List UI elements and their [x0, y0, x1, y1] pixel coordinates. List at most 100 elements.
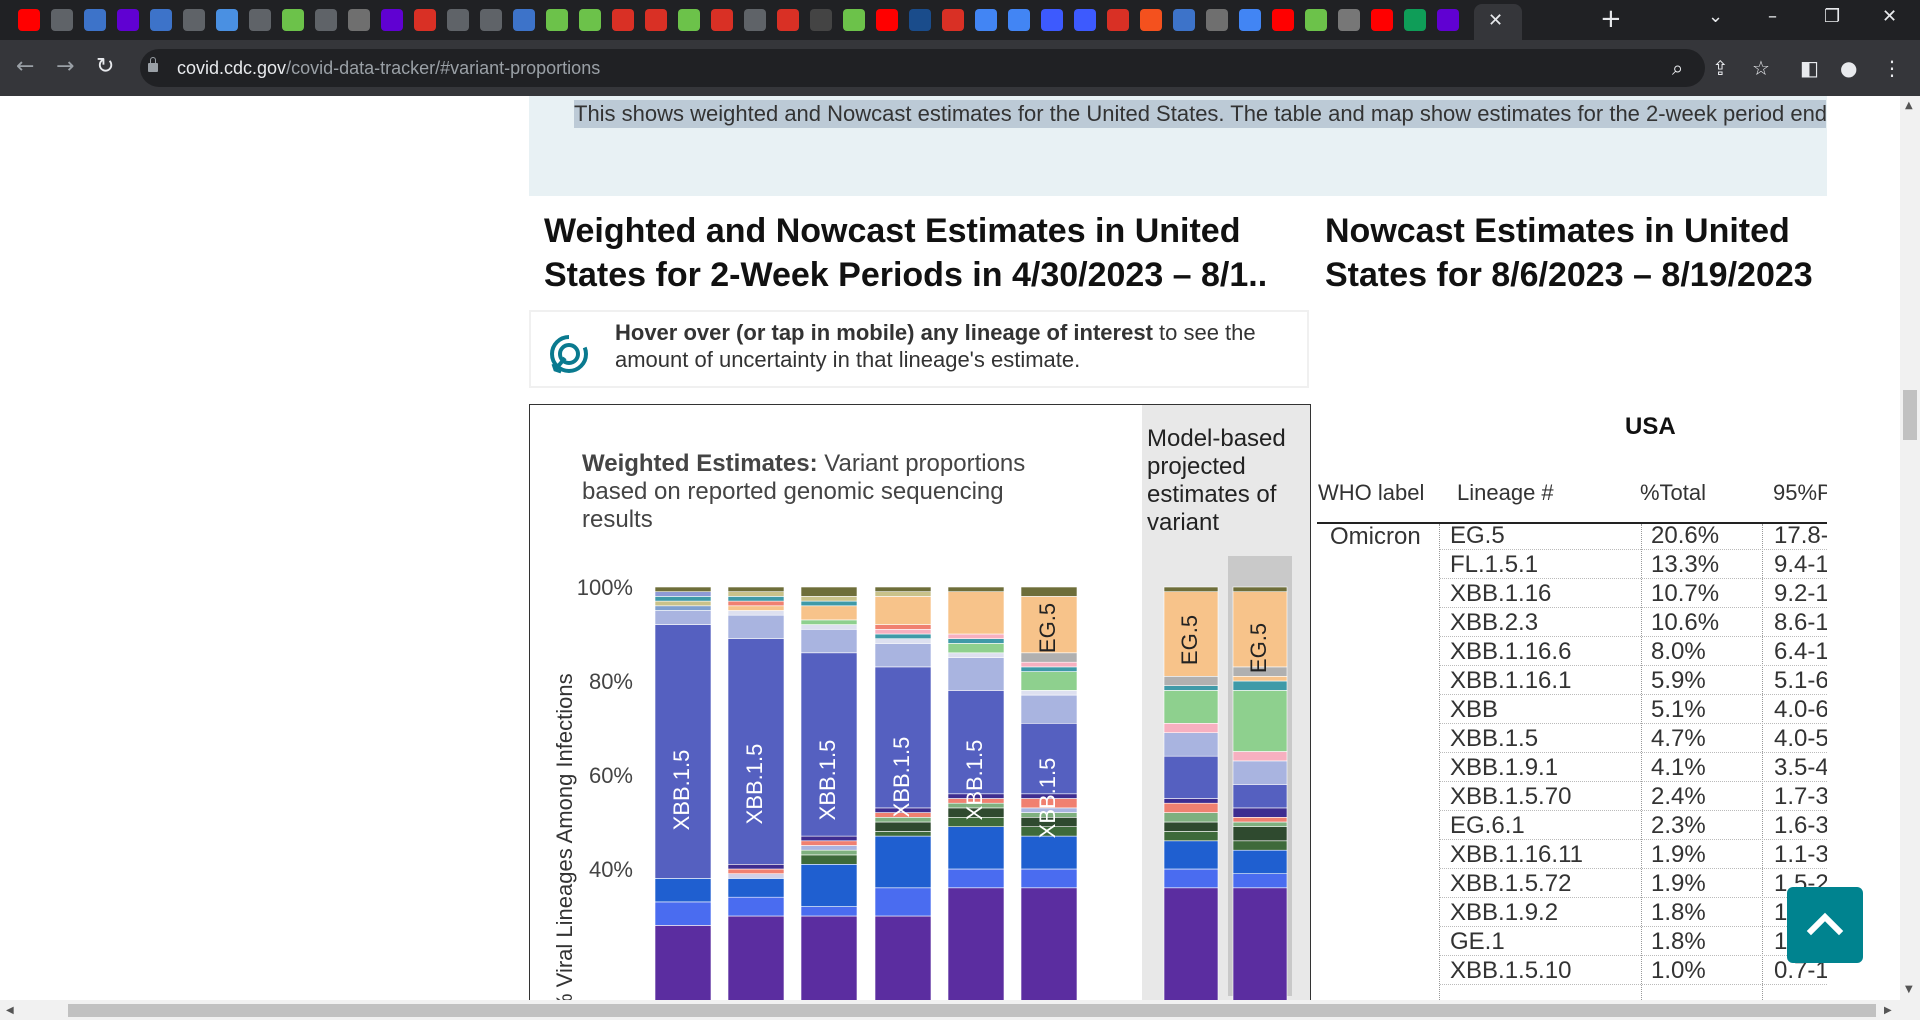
- bar-segment[interactable]: [654, 591, 712, 597]
- bar-segment[interactable]: [1020, 661, 1078, 668]
- bar-segment[interactable]: [947, 591, 1005, 635]
- bar-segment[interactable]: [874, 821, 932, 832]
- bar-segment[interactable]: [1232, 784, 1288, 809]
- bar-segment[interactable]: [874, 666, 932, 809]
- share-icon[interactable]: ⇪: [1712, 56, 1729, 80]
- bar-segment[interactable]: [727, 896, 785, 917]
- bar-segment[interactable]: [800, 863, 858, 907]
- table-row[interactable]: XBB.1.16.6 8.0% 6.4-1: [1440, 637, 1827, 666]
- bar-segment[interactable]: [800, 845, 858, 851]
- close-window-icon[interactable]: ✕: [1882, 6, 1898, 27]
- bar-segment[interactable]: [800, 849, 858, 856]
- tab-favicon-icon[interactable]: [348, 9, 370, 31]
- bar-segment[interactable]: [1163, 802, 1219, 813]
- bar-segment[interactable]: [947, 887, 1005, 1000]
- tab-favicon-icon[interactable]: [810, 9, 832, 31]
- bar-segment[interactable]: [1232, 826, 1288, 842]
- tab-favicon-icon[interactable]: [18, 9, 40, 31]
- bar-segment[interactable]: [727, 614, 785, 639]
- bar-segment[interactable]: [1163, 586, 1219, 592]
- table-row[interactable]: XBB.1.9.1 4.1% 3.5-4: [1440, 753, 1827, 782]
- bar-segment[interactable]: [654, 624, 712, 879]
- bar-segment[interactable]: [800, 596, 858, 602]
- tab-favicon-icon[interactable]: [909, 9, 931, 31]
- bar-segment[interactable]: [947, 868, 1005, 889]
- bar-segment[interactable]: [1232, 873, 1288, 889]
- tab-favicon-icon[interactable]: [1404, 9, 1426, 31]
- tab-favicon-icon[interactable]: [1140, 9, 1162, 31]
- table-row[interactable]: XBB 5.1% 4.0-6: [1440, 695, 1827, 724]
- bar-segment[interactable]: [874, 591, 932, 597]
- bar-segment[interactable]: [727, 873, 785, 879]
- bar-segment[interactable]: [947, 657, 1005, 691]
- bar-segment[interactable]: [874, 586, 932, 592]
- bar-segment[interactable]: [727, 863, 785, 870]
- bar-segment[interactable]: [947, 652, 1005, 658]
- bar-segment[interactable]: [1232, 849, 1288, 875]
- tab-favicon-icon[interactable]: [51, 9, 73, 31]
- tab-search-icon[interactable]: ⌄: [1708, 6, 1724, 27]
- bar-segment[interactable]: [654, 925, 712, 1000]
- bar-segment[interactable]: [1232, 680, 1288, 691]
- bar-segment[interactable]: [1163, 732, 1219, 757]
- bar-segment[interactable]: [800, 629, 858, 654]
- tab-favicon-icon[interactable]: [744, 9, 766, 31]
- bar-segment[interactable]: [1163, 840, 1219, 870]
- back-icon[interactable]: ←: [16, 54, 35, 79]
- tab-favicon-icon[interactable]: [480, 9, 502, 31]
- variant-chart[interactable]: 100% 80% 60% 40% XBB.1.5 XBB.1.5 XBB.1.5 XBB.1.…: [530, 540, 1310, 1000]
- tab-favicon-icon[interactable]: [876, 9, 898, 31]
- bar-segment[interactable]: [800, 652, 858, 837]
- tab-favicon-icon[interactable]: [1239, 9, 1261, 31]
- bar-segment[interactable]: [800, 840, 858, 846]
- minimize-icon[interactable]: –: [1768, 6, 1777, 27]
- bar-segment[interactable]: [947, 826, 1005, 870]
- tab-favicon-icon[interactable]: [414, 9, 436, 31]
- tab-favicon-icon[interactable]: [183, 9, 205, 31]
- restore-icon[interactable]: ❐: [1824, 6, 1841, 27]
- bar-segment[interactable]: [1020, 835, 1078, 870]
- bar-segment[interactable]: [1163, 887, 1219, 1000]
- bar-segment[interactable]: [1232, 840, 1288, 851]
- bar-segment[interactable]: [800, 605, 858, 621]
- scroll-up-arrow[interactable]: ▲: [1905, 100, 1913, 111]
- bar-segment[interactable]: [874, 887, 932, 917]
- bar-segment[interactable]: [874, 596, 932, 625]
- tab-favicon-icon[interactable]: [579, 9, 601, 31]
- bar-segment[interactable]: [727, 596, 785, 602]
- horizontal-scroll-thumb[interactable]: [68, 1004, 1876, 1017]
- bar-segment[interactable]: [1020, 671, 1078, 691]
- table-row[interactable]: GE.1 1.8% 1: [1440, 927, 1827, 956]
- tab-favicon-icon[interactable]: [249, 9, 271, 31]
- tab-favicon-icon[interactable]: [1173, 9, 1195, 31]
- bar-segment[interactable]: [727, 878, 785, 898]
- forward-icon[interactable]: →: [56, 54, 75, 79]
- bar-segment[interactable]: [727, 638, 785, 865]
- scroll-left-arrow[interactable]: ◀: [6, 1005, 14, 1016]
- bar-segment[interactable]: [1163, 798, 1219, 804]
- table-row[interactable]: XBB.1.16 10.7% 9.2-1: [1440, 579, 1827, 608]
- bar-segment[interactable]: [654, 586, 712, 592]
- tab-favicon-icon[interactable]: [975, 9, 997, 31]
- bar-segment[interactable]: [800, 586, 858, 597]
- tab-favicon-icon[interactable]: [381, 9, 403, 31]
- table-row[interactable]: FL.1.5.1 13.3% 9.4-1: [1440, 550, 1827, 579]
- tab-favicon-icon[interactable]: [117, 9, 139, 31]
- bar-segment[interactable]: [1020, 690, 1078, 696]
- bar-segment[interactable]: [1163, 868, 1219, 889]
- vertical-scrollbar[interactable]: [1900, 96, 1920, 1000]
- scroll-right-arrow[interactable]: ▶: [1884, 1005, 1892, 1016]
- tab-favicon-icon[interactable]: [1437, 9, 1459, 31]
- tab-favicon-icon[interactable]: [843, 9, 865, 31]
- bar-segment[interactable]: [947, 690, 1005, 795]
- bar-segment[interactable]: [1232, 751, 1288, 762]
- tab-favicon-icon[interactable]: [1008, 9, 1030, 31]
- bar-segment[interactable]: [1232, 760, 1288, 785]
- address-bar[interactable]: [140, 49, 1705, 87]
- new-tab-button[interactable]: +: [1600, 4, 1622, 34]
- tab-favicon-icon[interactable]: [1074, 9, 1096, 31]
- bar-segment[interactable]: [654, 605, 712, 611]
- tab-favicon-icon[interactable]: [1272, 9, 1294, 31]
- table-row[interactable]: XBB.1.16.11 1.9% 1.1-3: [1440, 840, 1827, 869]
- bar-segment[interactable]: [1163, 676, 1219, 687]
